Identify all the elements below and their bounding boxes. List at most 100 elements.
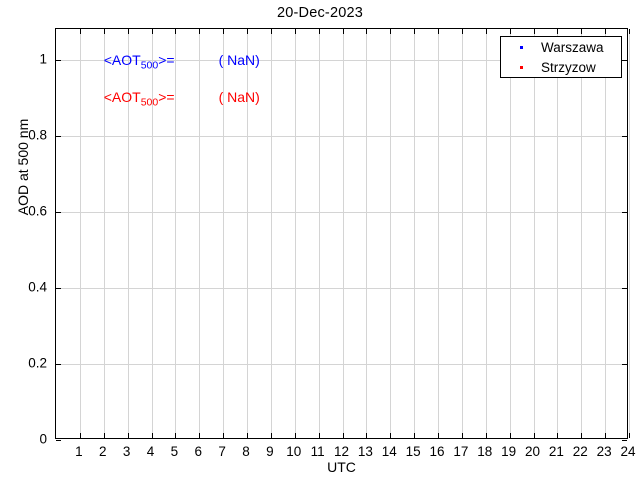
y-tick-mark: [622, 288, 627, 290]
legend-entry[interactable]: Warszawa: [501, 37, 621, 57]
x-tick-mark: [151, 433, 153, 438]
x-tick-label: 5: [170, 444, 179, 459]
x-tick-mark: [557, 29, 559, 34]
x-tick-label: 9: [266, 444, 274, 459]
x-tick-label: 17: [453, 444, 469, 459]
x-gridline: [629, 29, 630, 438]
x-gridline: [581, 29, 583, 438]
x-tick-mark: [414, 29, 416, 34]
annotation-value: ( NaN): [218, 88, 260, 105]
x-gridline: [366, 29, 368, 438]
x-tick-label: 23: [596, 444, 612, 459]
y-axis-title: AOD at 500 nm: [15, 118, 31, 216]
legend-label: Strzyzow: [541, 59, 596, 75]
y-tick-mark: [56, 212, 61, 214]
y-tick-mark: [622, 364, 627, 366]
y-gridline: [56, 364, 627, 366]
x-tick-label: 14: [381, 444, 397, 459]
x-tick-mark: [103, 433, 105, 438]
x-tick-mark: [390, 29, 392, 34]
x-tick-mark: [366, 29, 368, 34]
x-tick-label: 18: [477, 444, 493, 459]
x-gridline: [485, 29, 487, 438]
x-tick-mark: [461, 29, 463, 34]
x-gridline: [318, 29, 320, 438]
x-tick-label: 3: [122, 444, 131, 459]
annotation-label: <AOT500>=: [103, 88, 175, 109]
x-tick-label: 16: [429, 444, 445, 459]
x-tick-label: 2: [98, 444, 107, 459]
plot-annotation: <AOT500>= ( NaN): [103, 88, 260, 109]
annotation-subscript: 500: [140, 96, 159, 109]
x-tick-mark: [509, 433, 511, 438]
x-tick-label: 15: [405, 444, 421, 459]
x-tick-mark: [509, 29, 511, 34]
annotation-value: ( NaN): [218, 52, 260, 69]
x-tick-mark: [223, 29, 225, 34]
x-tick-label: 21: [548, 444, 564, 459]
x-tick-mark: [390, 433, 392, 438]
x-tick-mark: [247, 29, 248, 34]
legend-marker: [519, 45, 523, 49]
y-tick-label: 0: [39, 431, 47, 447]
x-axis-title: UTC: [327, 459, 356, 475]
y-tick-label: 0.8: [28, 127, 47, 143]
legend-box[interactable]: Warszawa Strzyzow: [500, 36, 622, 78]
x-tick-label: 7: [218, 444, 226, 459]
x-tick-mark: [103, 29, 105, 34]
x-tick-mark: [342, 29, 344, 34]
x-tick-mark: [127, 433, 129, 438]
x-tick-mark: [485, 29, 487, 34]
x-tick-label: 4: [146, 444, 155, 459]
x-tick-mark: [223, 433, 225, 438]
x-gridline: [533, 29, 535, 438]
x-tick-mark: [605, 433, 607, 438]
x-tick-mark: [366, 433, 368, 438]
x-tick-mark: [557, 433, 559, 438]
x-tick-label: 19: [501, 444, 517, 459]
y-tick-mark: [622, 136, 627, 138]
y-tick-mark: [56, 364, 61, 366]
x-tick-label: 11: [310, 444, 325, 459]
y-tick-mark: [622, 212, 627, 214]
x-tick-mark: [199, 433, 201, 438]
x-tick-label: 22: [572, 444, 588, 459]
x-tick-label: 10: [286, 444, 302, 459]
x-tick-label: 20: [524, 444, 541, 459]
x-tick-mark: [533, 29, 535, 34]
legend-marker-dot-icon: [501, 45, 541, 49]
x-tick-label: 13: [357, 444, 373, 459]
x-tick-label: 24: [620, 444, 636, 459]
plot-annotation: <AOT500>= ( NaN): [103, 52, 260, 73]
annotation-label: <AOT500>=: [103, 52, 175, 73]
x-gridline: [557, 29, 559, 438]
x-tick-mark: [581, 29, 583, 34]
x-tick-mark: [342, 433, 344, 438]
x-tick-mark: [270, 29, 272, 34]
x-gridline: [509, 29, 511, 438]
x-tick-mark: [199, 29, 201, 34]
x-tick-mark: [485, 433, 487, 438]
x-tick-mark: [629, 29, 630, 34]
y-tick-label: 0.4: [28, 279, 47, 295]
x-tick-mark: [438, 29, 439, 34]
y-tick-label: 0.6: [28, 203, 47, 219]
y-tick-mark: [56, 136, 61, 138]
legend-entry[interactable]: Strzyzow: [501, 57, 621, 77]
x-gridline: [461, 29, 463, 438]
x-tick-mark: [581, 433, 583, 438]
x-tick-label: 6: [194, 444, 203, 459]
y-tick-mark: [622, 440, 627, 441]
legend-marker-dot-icon: [501, 65, 541, 69]
x-gridline: [79, 29, 81, 438]
plot-area[interactable]: <AOT500>= ( NaN) <AOT500>= ( NaN): [55, 28, 630, 441]
y-tick-label: 1: [39, 51, 47, 67]
x-tick-mark: [294, 433, 296, 438]
x-tick-mark: [629, 433, 630, 438]
x-gridline: [294, 29, 296, 438]
x-gridline: [270, 29, 272, 438]
y-tick-label: 0.2: [28, 355, 47, 371]
x-tick-mark: [175, 433, 177, 438]
x-tick-mark: [414, 433, 416, 438]
